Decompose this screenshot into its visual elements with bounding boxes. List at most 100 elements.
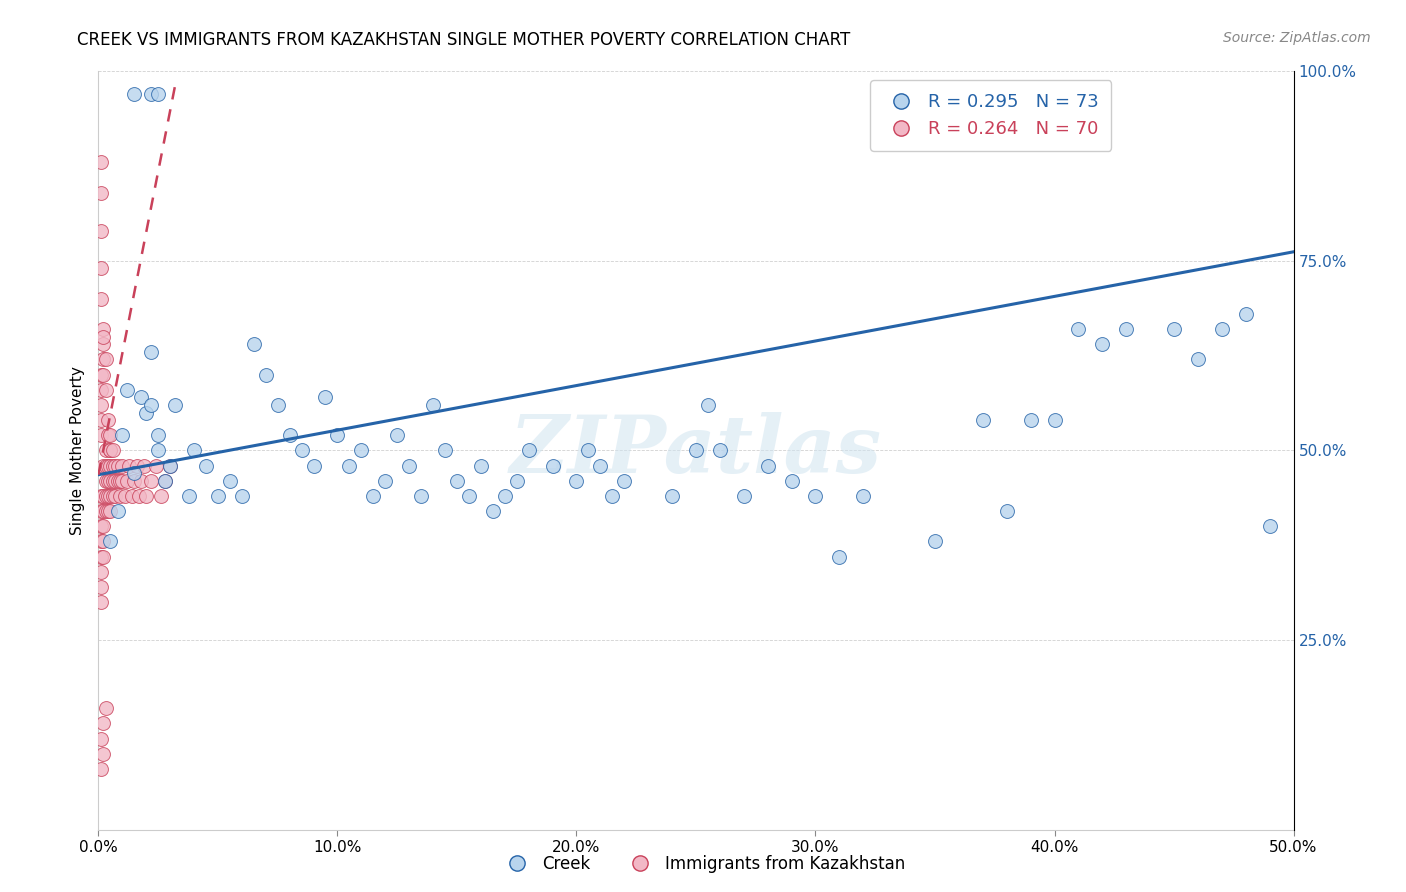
Point	[98, 443, 122, 458]
Point	[149, 489, 172, 503]
Point	[159, 458, 181, 473]
Point	[697, 398, 720, 412]
Point	[91, 534, 114, 549]
Point	[350, 443, 373, 458]
Point	[101, 489, 124, 503]
Point	[385, 428, 409, 442]
Point	[709, 443, 731, 458]
Point	[733, 489, 755, 503]
Point	[124, 474, 146, 488]
Point	[98, 534, 122, 549]
Point	[1187, 352, 1209, 367]
Point	[91, 368, 114, 382]
Point	[90, 398, 112, 412]
Point	[115, 383, 138, 397]
Point	[1091, 337, 1114, 351]
Point	[159, 458, 181, 473]
Point	[94, 701, 117, 715]
Point	[91, 489, 114, 503]
Point	[1019, 413, 1042, 427]
Point	[148, 443, 170, 458]
Point	[589, 458, 612, 473]
Point	[90, 565, 112, 579]
Point	[107, 504, 129, 518]
Point	[804, 489, 827, 503]
Point	[602, 489, 624, 503]
Point	[685, 443, 707, 458]
Point	[94, 383, 117, 397]
Point	[135, 489, 157, 503]
Point	[148, 87, 170, 102]
Point	[780, 474, 803, 488]
Point	[398, 458, 420, 473]
Point	[470, 458, 492, 473]
Point	[101, 458, 124, 473]
Point	[613, 474, 636, 488]
Point	[374, 474, 396, 488]
Point	[90, 489, 112, 503]
Point	[995, 504, 1018, 518]
Point	[125, 458, 148, 473]
Point	[422, 398, 444, 412]
Point	[91, 322, 114, 336]
Point	[231, 489, 253, 503]
Point	[118, 458, 141, 473]
Point	[219, 474, 242, 488]
Point	[131, 474, 153, 488]
Point	[98, 489, 122, 503]
Point	[91, 519, 114, 533]
Point	[108, 489, 131, 503]
Point	[131, 391, 153, 405]
Point	[94, 504, 117, 518]
Point	[97, 428, 120, 442]
Point	[104, 458, 127, 473]
Point	[90, 504, 112, 518]
Point	[183, 443, 205, 458]
Text: ZIPatlas: ZIPatlas	[510, 412, 882, 489]
Point	[111, 458, 134, 473]
Point	[195, 458, 218, 473]
Point	[98, 474, 122, 488]
Point	[207, 489, 229, 503]
Point	[91, 747, 114, 761]
Point	[506, 474, 529, 488]
Point	[90, 549, 112, 564]
Point	[139, 474, 162, 488]
Point	[541, 458, 564, 473]
Point	[1234, 307, 1257, 321]
Point	[94, 458, 117, 473]
Point	[90, 368, 112, 382]
Point	[302, 458, 325, 473]
Point	[111, 428, 134, 442]
Point	[115, 474, 138, 488]
Point	[91, 549, 114, 564]
Point	[972, 413, 994, 427]
Legend: R = 0.295   N = 73, R = 0.264   N = 70: R = 0.295 N = 73, R = 0.264 N = 70	[870, 80, 1111, 151]
Point	[936, 87, 959, 102]
Point	[565, 474, 588, 488]
Point	[411, 489, 433, 503]
Point	[315, 391, 337, 405]
Point	[91, 458, 114, 473]
Point	[104, 474, 127, 488]
Point	[90, 155, 112, 169]
Point	[179, 489, 201, 503]
Point	[267, 398, 290, 412]
Point	[107, 458, 129, 473]
Point	[97, 413, 120, 427]
Point	[90, 731, 112, 746]
Point	[148, 428, 170, 442]
Point	[98, 428, 122, 442]
Point	[155, 474, 177, 488]
Point	[101, 443, 124, 458]
Point	[90, 186, 112, 200]
Legend: Creek, Immigrants from Kazakhstan: Creek, Immigrants from Kazakhstan	[494, 848, 912, 880]
Point	[90, 413, 112, 427]
Point	[90, 292, 112, 306]
Point	[98, 458, 122, 473]
Point	[494, 489, 516, 503]
Point	[90, 580, 112, 594]
Point	[1258, 519, 1281, 533]
Point	[132, 458, 155, 473]
Point	[446, 474, 468, 488]
